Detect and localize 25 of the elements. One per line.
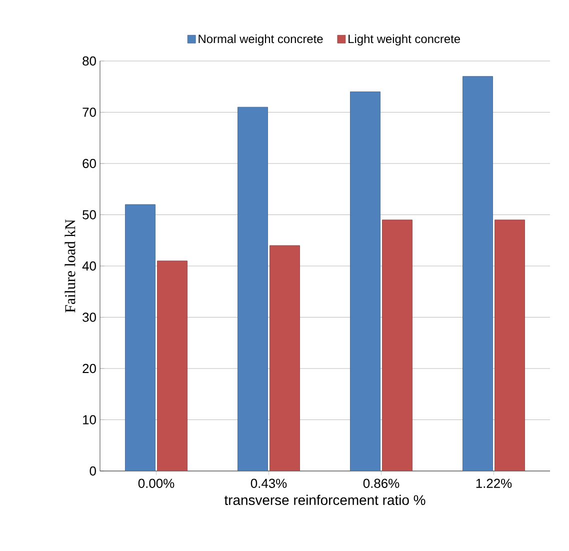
bar	[350, 92, 380, 471]
legend-label: Light weight concrete	[348, 34, 460, 46]
x-tick-label: 0.43%	[250, 478, 287, 488]
x-axis-title: transverse reinforcement ratio %	[224, 494, 426, 506]
y-tick-label: 0	[90, 466, 96, 476]
bar	[270, 245, 300, 471]
y-tick-label: 70	[82, 108, 96, 117]
bar	[494, 220, 525, 471]
y-tick-label: 50	[82, 210, 96, 220]
bar	[125, 204, 156, 471]
legend-label: Normal weight concrete	[198, 34, 323, 46]
y-tick-label: 10	[83, 415, 96, 424]
bar	[462, 76, 493, 471]
bar	[157, 260, 188, 471]
x-tick-label: 0.00%	[138, 478, 174, 488]
y-axis-title: Failure load kN	[64, 219, 76, 312]
bar	[382, 220, 412, 471]
bar	[238, 106, 268, 471]
x-tick-label: 1.22%	[476, 478, 512, 488]
y-tick-label: 20	[82, 364, 96, 374]
y-tick-label: 40	[82, 261, 96, 271]
y-tick-label: 80	[82, 56, 96, 66]
x-tick-label: 0.86%	[363, 478, 400, 488]
y-tick-label: 60	[82, 158, 96, 168]
y-tick-label: 30	[82, 312, 96, 322]
